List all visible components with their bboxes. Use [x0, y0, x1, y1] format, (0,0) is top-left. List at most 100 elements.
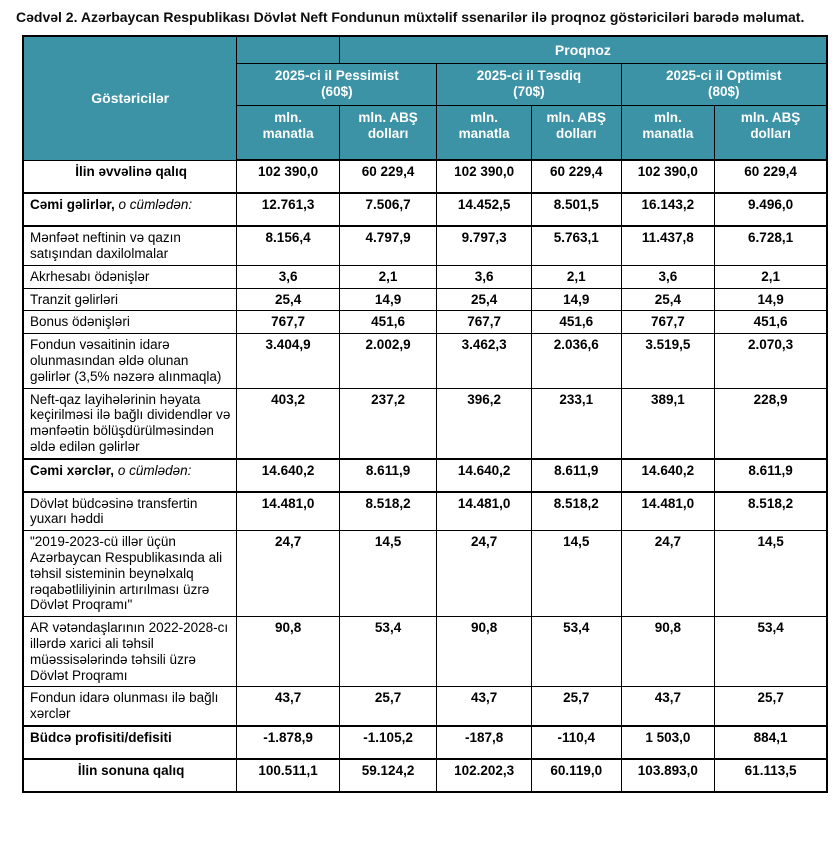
table-row: Bonus ödənişləri 767,7 451,6 767,7 451,6 767,…: [22, 310, 828, 335]
value-cell: 24,7: [436, 530, 532, 618]
table-row: Neft-qaz layihələrinin həyata keçirilməs…: [22, 387, 828, 460]
value-cell: 25,7: [338, 686, 438, 727]
value-cell: 102 390,0: [436, 159, 532, 194]
row-label: Cəmi xərclər, o cümlədən:: [22, 457, 238, 493]
value-cell: 14,9: [530, 287, 622, 312]
value-cell: 11.437,8: [620, 225, 716, 266]
row-label: "2019-2023-cü illər üçün Azərbaycan Resp…: [22, 530, 238, 618]
value-cell: -1.878,9: [236, 724, 340, 760]
value-cell: 451,6: [338, 310, 438, 335]
row-label-text: Dövlət büdcəsinə transfertin yuxarı hədd…: [30, 495, 198, 527]
row-label-text: İlin əvvəlinə qalıq: [75, 163, 188, 179]
forecast-table: Göstəricilər Proqnoz 2025-ci il Pessimis…: [22, 35, 828, 793]
row-label-text: Büdcə profisiti/defisiti: [30, 729, 172, 745]
value-cell: -1.105,2: [338, 724, 438, 760]
value-cell: 43,7: [236, 686, 340, 727]
value-cell: -110,4: [530, 724, 622, 760]
table-row: Akrhesabı ödənişlər 3,6 2,1 3,6 2,1 3,6 2,1: [22, 264, 828, 289]
row-label: İlin sonuna qalıq: [22, 757, 238, 793]
row-label: Cəmi gəlirlər, o cümlədən:: [22, 192, 238, 227]
value-cell: 14.481,0: [236, 490, 340, 532]
value-cell: 4.797,9: [338, 225, 438, 266]
table-header: Göstəricilər Proqnoz 2025-ci il Pessimis…: [22, 35, 828, 162]
table-row: Fondun vəsaitinin idarə olunmasından əld…: [22, 333, 828, 389]
row-label: Dövlət büdcəsinə transfertin yuxarı hədd…: [22, 490, 238, 532]
value-cell: 100.511,1: [236, 757, 340, 793]
value-cell: 90,8: [436, 616, 532, 688]
value-cell: 884,1: [714, 724, 828, 760]
table-row: İlin sonuna qalıq 100.511,1 59.124,2 102.20…: [22, 757, 828, 793]
row-label-text: Tranzit gəlirləri: [30, 291, 119, 307]
value-cell: 14.640,2: [236, 457, 340, 493]
table-body: İlin əvvəlinə qalıq 102 390,0 60 229,4 102 …: [22, 159, 828, 793]
value-cell: 8.611,9: [338, 457, 438, 493]
row-label: Bonus ödənişləri: [22, 310, 238, 335]
value-cell: 9.797,3: [436, 225, 532, 266]
value-cell: 14,5: [714, 530, 828, 618]
value-cell: 14,5: [530, 530, 622, 618]
scenario-pessimist-header: 2025-ci il Pessimist (60$): [236, 62, 438, 106]
row-label: İlin əvvəlinə qalıq: [22, 159, 238, 194]
value-cell: 25,4: [436, 287, 532, 312]
value-cell: 8.611,9: [530, 457, 622, 493]
value-cell: 60 229,4: [338, 159, 438, 194]
value-cell: 102 390,0: [620, 159, 716, 194]
scenario-optimist-header: 2025-ci il Optimist (80$): [620, 62, 828, 106]
value-cell: 90,8: [236, 616, 340, 688]
value-cell: 1 503,0: [620, 724, 716, 760]
header-row-units: mln. manatla mln. ABŞ dolları mln. manat…: [23, 104, 828, 162]
forecast-group-header: Proqnoz: [338, 35, 828, 64]
value-cell: 2,1: [338, 264, 438, 289]
header-row-group: Göstəricilər Proqnoz: [22, 35, 828, 161]
value-cell: 2.002,9: [338, 333, 438, 389]
value-cell: 7.506,7: [338, 192, 438, 227]
table-row: "2019-2023-cü illər üçün Azərbaycan Resp…: [22, 530, 828, 618]
value-cell: 3.404,9: [236, 333, 340, 389]
value-cell: 3,6: [620, 264, 716, 289]
row-label-text: AR vətəndaşlarının 2022-2028-cı illərdə …: [30, 620, 229, 683]
value-cell: 53,4: [338, 616, 438, 688]
value-cell: 60 229,4: [714, 159, 828, 194]
table-row: Büdcə profisiti/defisiti -1.878,9 -1.105,2…: [22, 724, 828, 760]
row-label-suffix: o cümlədən:: [114, 197, 193, 213]
row-label-text: İlin sonuna qalıq: [77, 762, 185, 778]
row-label-text: Bonus ödənişləri: [30, 314, 130, 330]
value-cell: 14.640,2: [620, 457, 716, 493]
value-cell: 102.202,3: [436, 757, 532, 793]
value-cell: 403,2: [236, 387, 340, 460]
value-cell: 24,7: [620, 530, 716, 618]
table-row: Cəmi xərclər, o cümlədən: 14.640,2 8.611,9…: [22, 457, 828, 493]
value-cell: 102 390,0: [236, 159, 340, 194]
value-cell: 14,9: [338, 287, 438, 312]
value-cell: 8.518,2: [714, 490, 828, 532]
row-label-text: Fondun vəsaitinin idarə olunmasından əld…: [30, 337, 222, 384]
value-cell: 2,1: [714, 264, 828, 289]
table-row: Fondun idarə olunması ilə bağlı xərclər 4…: [22, 686, 828, 727]
value-cell: 767,7: [436, 310, 532, 335]
row-label-text: Cəmi xərclər,: [30, 462, 115, 478]
value-cell: 25,4: [620, 287, 716, 312]
row-label: AR vətəndaşlarının 2022-2028-cı illərdə …: [22, 616, 238, 688]
value-cell: 3,6: [436, 264, 532, 289]
table-row: Cəmi gəlirlər, o cümlədən: 12.761,3 7.506,…: [22, 192, 828, 227]
unit-header-usd: mln. ABŞ dolları: [338, 104, 438, 162]
row-label: Neft-qaz layihələrinin həyata keçirilməs…: [22, 387, 238, 460]
value-cell: 14,9: [714, 287, 828, 312]
row-label: Mənfəət neftinin və qazın satışından dax…: [22, 225, 238, 266]
unit-header-usd: mln. ABŞ dolları: [530, 104, 622, 162]
value-cell: 14.452,5: [436, 192, 532, 227]
indicators-column-header: Göstəricilər: [22, 35, 238, 161]
row-label: Tranzit gəlirləri: [22, 287, 238, 312]
value-cell: 396,2: [436, 387, 532, 460]
table-row: Dövlət büdcəsinə transfertin yuxarı hədd…: [22, 490, 828, 532]
value-cell: 8.518,2: [338, 490, 438, 532]
value-cell: 43,7: [436, 686, 532, 727]
value-cell: 767,7: [236, 310, 340, 335]
table-row: İlin əvvəlinə qalıq 102 390,0 60 229,4 102 …: [22, 159, 828, 194]
value-cell: 2,1: [530, 264, 622, 289]
value-cell: 53,4: [714, 616, 828, 688]
value-cell: 90,8: [620, 616, 716, 688]
value-cell: 43,7: [620, 686, 716, 727]
row-label-text: Cəmi gəlirlər,: [30, 197, 115, 213]
unit-header-manat: mln. manatla: [236, 104, 340, 162]
